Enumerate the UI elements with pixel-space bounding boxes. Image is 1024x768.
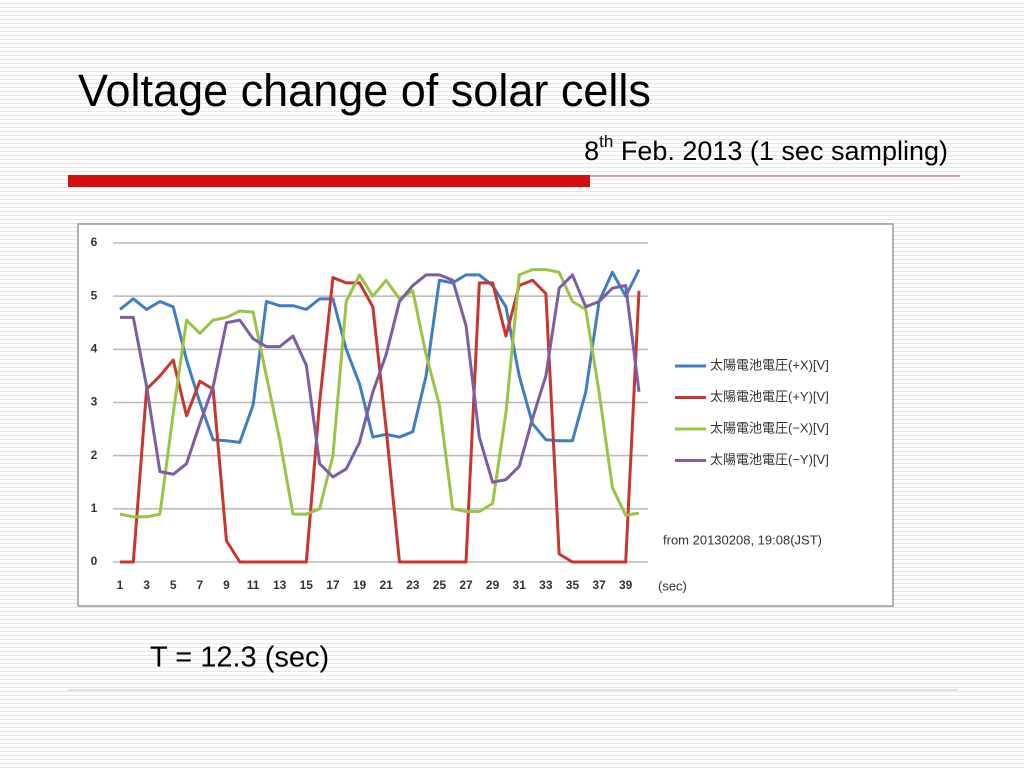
legend-label: 太陽電池電圧(+Y)[V]	[710, 389, 829, 404]
y-tick-label: 1	[91, 501, 98, 515]
slide-subtitle: 8th Feb. 2013 (1 sec sampling)	[584, 132, 948, 166]
y-tick-label: 2	[91, 448, 98, 462]
x-tick-label: 11	[247, 578, 260, 592]
y-tick-label: 4	[91, 342, 98, 356]
y-tick-label: 6	[91, 235, 98, 249]
x-tick-label: 5	[170, 578, 177, 592]
y-tick-label: 3	[91, 395, 98, 409]
legend-label: 太陽電池電圧(−X)[V]	[710, 420, 829, 435]
x-tick-label: 27	[459, 578, 473, 592]
chart-frame	[77, 223, 894, 607]
x-tick-label: 9	[223, 578, 230, 592]
x-tick-label: 15	[300, 578, 314, 592]
accent-bar	[68, 175, 590, 187]
legend-label: 太陽電池電圧(+X)[V]	[710, 357, 829, 372]
subtitle-rest: Feb. 2013 (1 sec sampling)	[613, 136, 948, 166]
slide-title: Voltage change of solar cells	[78, 65, 651, 116]
x-tick-label: 29	[486, 578, 500, 592]
series-line	[120, 273, 641, 484]
period-note: T = 12.3 (sec)	[150, 642, 329, 674]
series-line	[119, 268, 640, 519]
y-tick-label: 0	[91, 554, 98, 568]
x-tick-label: 37	[592, 578, 606, 592]
x-tick-label: 35	[566, 578, 580, 592]
x-tick-label: 7	[197, 578, 204, 592]
x-tick-label: 13	[273, 578, 287, 592]
x-tick-label: 19	[353, 578, 367, 592]
y-tick-label: 5	[91, 288, 98, 302]
x-tick-label: 33	[539, 578, 553, 592]
x-tick-label: 17	[326, 578, 340, 592]
subtitle-suffix: th	[599, 132, 613, 151]
x-tick-label: 31	[513, 578, 527, 592]
legend-label: 太陽電池電圧(−Y)[V]	[710, 452, 829, 467]
x-tick-label: 1	[117, 578, 124, 592]
x-tick-label: 25	[433, 578, 447, 592]
x-tick-label: 23	[406, 578, 420, 592]
x-tick-label: 21	[379, 578, 393, 592]
x-axis-label: (sec)	[658, 578, 687, 593]
x-tick-label: 3	[143, 578, 150, 592]
series-line	[120, 276, 641, 564]
subtitle-day: 8	[584, 136, 599, 166]
x-tick-label: 39	[619, 578, 633, 592]
annotation: from 20130208, 19:08(JST)	[663, 532, 822, 547]
